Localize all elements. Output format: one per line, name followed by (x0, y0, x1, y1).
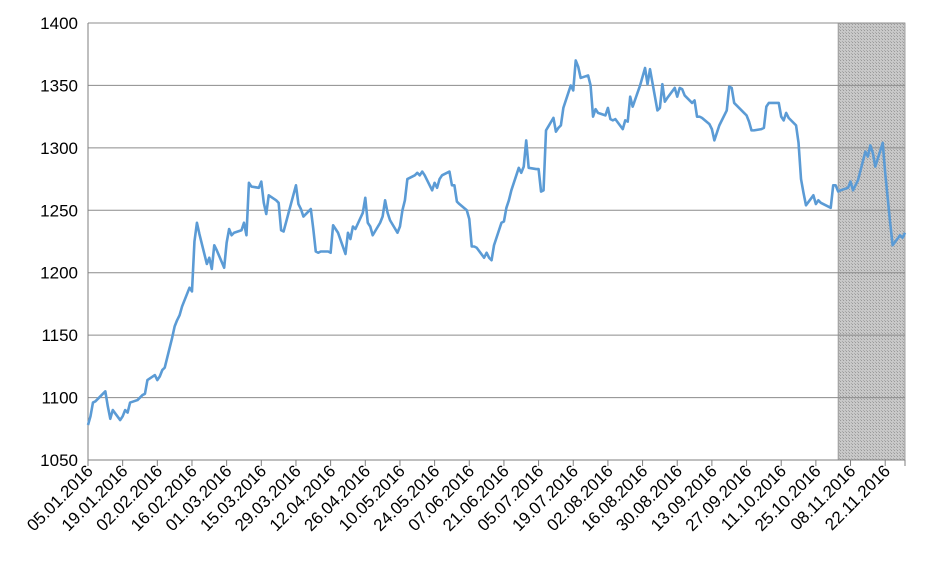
series-layer (86, 59, 907, 426)
gridlines (88, 22, 905, 399)
y-tick-label: 1150 (41, 326, 78, 345)
y-tick-label: 1100 (41, 389, 78, 408)
series-line (86, 59, 907, 426)
y-tick-label: 1250 (40, 201, 78, 220)
axes (87, 23, 906, 466)
y-tick-label: 1400 (40, 14, 78, 33)
y-tick-labels: 1050 1100 1150 1200 1250 1300 1350 1400 (40, 14, 78, 470)
y-tick-label: 1300 (40, 139, 78, 158)
y-tick-label: 1050 (40, 451, 78, 470)
x-tick-labels: 05.01.201619.01.201602.02.201616.02.2016… (23, 461, 894, 535)
y-tick-label: 1200 (40, 264, 78, 283)
y-tick-label: 1350 (40, 76, 78, 95)
